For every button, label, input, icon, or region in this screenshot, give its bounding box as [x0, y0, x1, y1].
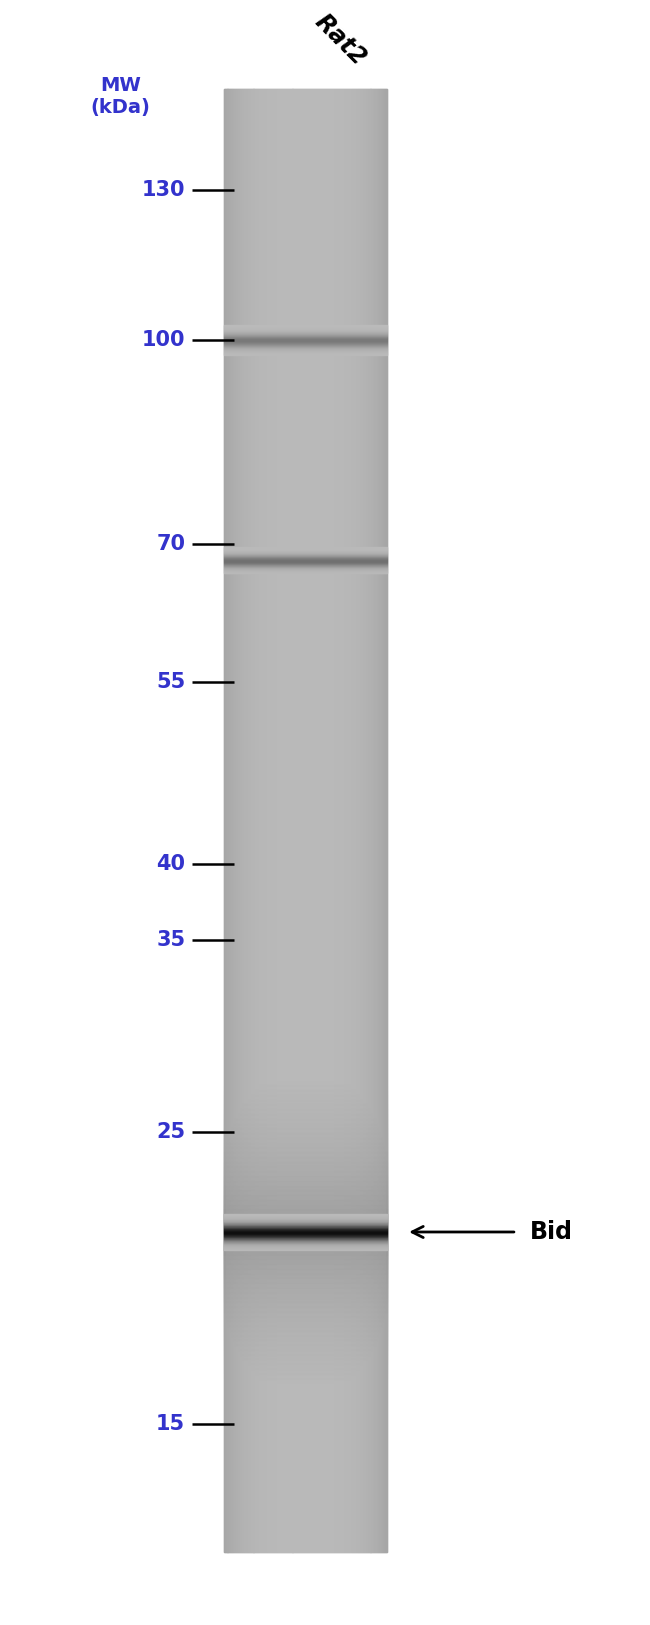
Text: 55: 55 — [156, 671, 185, 692]
Bar — [224, 1209, 387, 1254]
Bar — [224, 1186, 387, 1279]
Text: 100: 100 — [142, 330, 185, 349]
Bar — [224, 1152, 387, 1311]
Bar — [224, 1190, 387, 1274]
Bar — [224, 1204, 387, 1259]
Bar — [224, 1123, 387, 1341]
Text: 70: 70 — [156, 533, 185, 554]
Bar — [224, 1172, 387, 1294]
Bar — [224, 1095, 387, 1368]
Bar — [224, 1100, 387, 1365]
Bar — [224, 1086, 387, 1378]
Text: Bid: Bid — [530, 1220, 573, 1245]
Text: 40: 40 — [156, 853, 185, 874]
Bar — [224, 1176, 387, 1289]
Text: 35: 35 — [156, 929, 185, 951]
Bar — [224, 1118, 387, 1346]
Bar — [224, 1133, 387, 1331]
Bar — [224, 1181, 387, 1284]
Bar — [224, 1138, 387, 1326]
Bar — [224, 1147, 387, 1316]
Bar — [224, 1142, 387, 1321]
Bar — [224, 1194, 387, 1269]
Bar — [224, 89, 387, 1552]
Text: 25: 25 — [156, 1123, 185, 1142]
Bar — [224, 1128, 387, 1336]
Bar — [224, 1162, 387, 1302]
Text: MW
(kDa): MW (kDa) — [90, 76, 150, 117]
Bar — [224, 1157, 387, 1307]
Bar — [224, 1167, 387, 1297]
Text: Rat2: Rat2 — [309, 10, 370, 70]
Bar — [224, 1110, 387, 1355]
Bar — [224, 1105, 387, 1360]
Bar — [224, 1115, 387, 1350]
Bar — [224, 1081, 387, 1383]
Bar — [224, 1199, 387, 1264]
Bar — [224, 1090, 387, 1373]
Bar — [224, 1076, 387, 1388]
Text: 130: 130 — [142, 180, 185, 200]
Bar — [224, 1214, 387, 1250]
Text: 15: 15 — [156, 1414, 185, 1435]
